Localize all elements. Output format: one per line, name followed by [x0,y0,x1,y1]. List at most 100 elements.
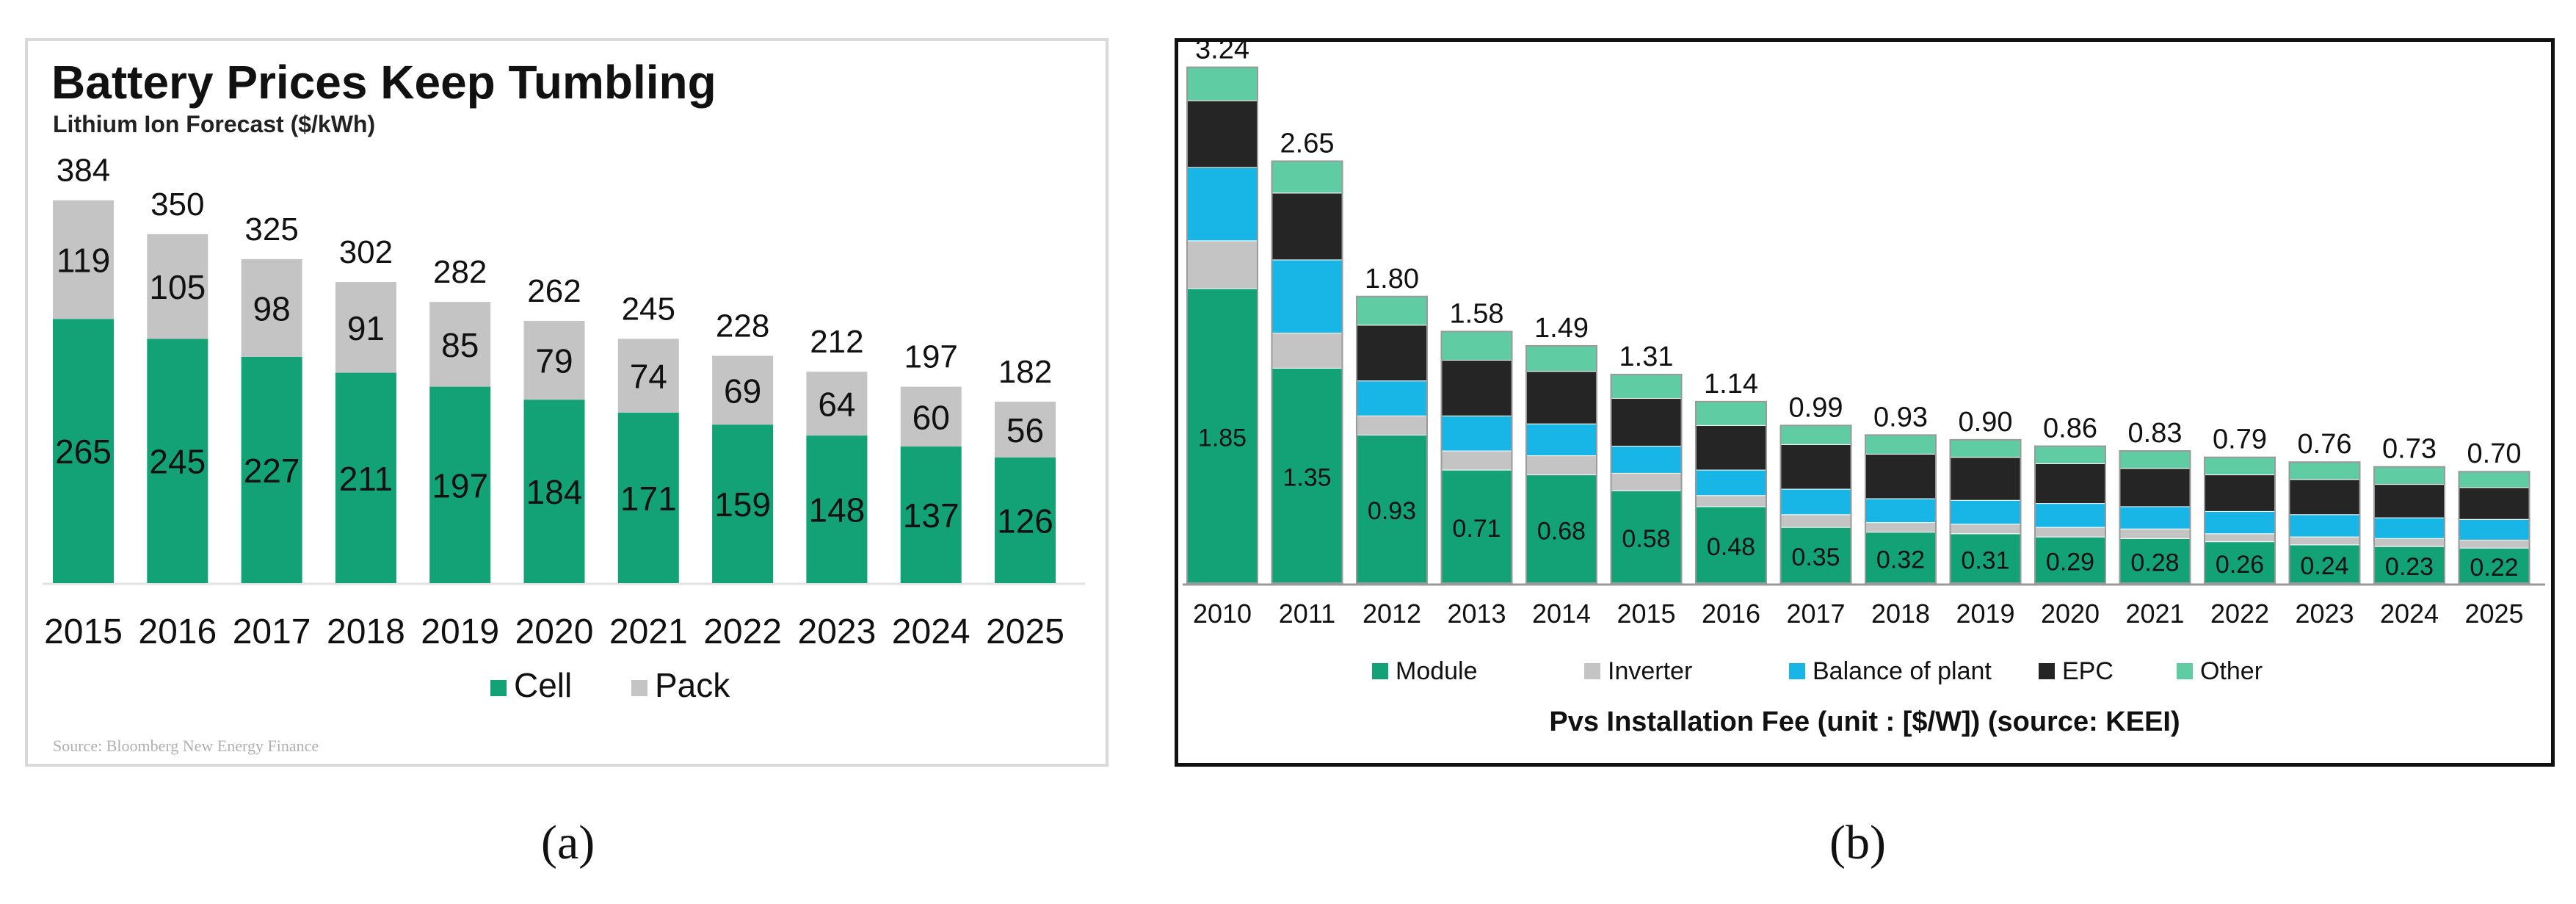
legend-label-inverter: Inverter [1608,657,1692,685]
x-tick-label: 2016 [138,612,217,651]
bar-value-label: 211 [339,460,393,498]
bar-value-label: 265 [55,433,112,471]
x-tick-label: 2020 [515,612,594,651]
bar-total-label: 0.79 [2213,424,2267,455]
bar-cell [523,399,585,583]
bar-segment-module [1441,469,1512,584]
x-tick-label: 2010 [1193,599,1252,629]
x-tick-label: 2023 [798,612,877,651]
bar-pack [617,339,679,413]
bar-outline [1949,438,2022,584]
bar-total-label: 325 [244,211,298,247]
bar-value-label: 105 [149,268,206,306]
x-tick-label: 2016 [1702,599,1760,629]
bar-segment-balance-of-plant [1356,380,1428,416]
bar-cell [617,412,679,583]
bar-value-label: 227 [244,452,300,490]
bar-segment-other [1950,439,2021,458]
bar-pack [147,234,208,339]
bar-segment-balance-of-plant [1186,167,1258,242]
bar-segment-inverter [2204,533,2276,543]
legend-swatch-balance-of-plant [1789,663,1805,679]
bar-segment-balance-of-plant [1695,469,1767,496]
bar-segment-balance-of-plant [1865,498,1937,524]
bar-cell [900,446,962,583]
bar-value-label: 197 [432,466,488,505]
bar-segment-other [1356,296,1428,326]
bar-segment-inverter [2119,528,2191,539]
bar-segment-other [1525,345,1597,372]
legend-label-pack: Pack [655,666,730,704]
bar-segment-epc [1441,359,1512,416]
bar-total-label: 1.49 [1534,313,1589,344]
x-tick-label: 2017 [233,612,311,651]
bar-pack [806,372,868,436]
module-value-label: 0.71 [1452,515,1501,543]
bar-cell [53,319,114,583]
x-tick-label: 2021 [609,612,688,651]
x-tick-label: 2025 [2464,599,2523,629]
bar-total-label: 3.24 [1195,42,1249,65]
module-value-label: 0.28 [2130,549,2179,577]
bar-segment-balance-of-plant [2373,517,2445,539]
bar-segment-epc [2289,479,2360,516]
bar-value-label: 79 [535,342,573,380]
bar-cell [712,424,774,583]
bar-outline [2288,461,2361,584]
bar-cell [335,372,396,583]
bar-segment-inverter [1695,495,1767,507]
bar-segment-other [1611,374,1682,399]
bar-segment-other [1271,160,1343,194]
bar-segment-other [1441,330,1512,361]
bar-outline [2204,456,2276,585]
bar-pack [241,258,302,357]
bar-outline [2119,450,2191,585]
legend-swatch-inverter [1584,663,1600,679]
bar-outline [1271,160,1343,585]
bar-outline [1610,373,1683,584]
bar-segment-inverter [1611,472,1682,491]
bar-segment-inverter [1780,514,1851,528]
bar-total-label: 0.99 [1789,392,1843,423]
bar-value-label: 137 [903,496,959,535]
bar-segment-other [1865,434,1937,455]
bar-segment-epc [2119,468,2191,507]
bar-segment-epc [2204,474,2276,512]
bar-segment-inverter [2289,536,2360,546]
caption-b: (b) [1829,816,1886,869]
bar-value-label: 148 [809,491,866,529]
bar-segment-balance-of-plant [1441,415,1512,452]
bar-pack [53,200,114,319]
bar-segment-balance-of-plant [1780,488,1851,516]
bar-segment-module [2034,536,2106,584]
bar-total-label: 182 [998,354,1052,390]
bar-total-label: 1.14 [1704,369,1758,399]
bar-total-label: 350 [150,187,204,223]
module-value-label: 0.32 [1876,546,1925,574]
bar-total-label: 197 [904,339,957,375]
legend-label-cell: Cell [514,666,572,704]
x-tick-label: 2013 [1447,599,1506,629]
bar-total-label: 302 [339,234,393,270]
bar-segment-inverter [1186,240,1258,289]
bar-segment-balance-of-plant [1525,423,1597,457]
bar-pack [523,320,585,400]
bar-segment-module [1186,288,1258,584]
bar-segment-epc [1525,371,1597,424]
pv-installation-fee-chart: 1.85 3.24 2010 1.35 2.65 2011 0.93 1.80 2012 0.71… [1183,42,2545,737]
bar-segment-inverter [2459,539,2530,549]
bar-segment-epc [1186,100,1258,168]
bar-outline [1865,434,1937,584]
bar-segment-epc [2034,463,2106,505]
bar-pack [712,355,774,425]
bar-segment-balance-of-plant [2459,518,2530,540]
chart-title: Pvs Installation Fee (unit : [$/W]) (sou… [1549,706,2180,737]
module-value-label: 1.35 [1282,464,1331,492]
bar-value-label: 245 [149,443,206,481]
x-tick-label: 2018 [327,612,405,651]
chart-subtitle: Lithium Ion Forecast ($/kWh) [53,111,375,137]
module-value-label: 0.26 [2216,551,2264,579]
bar-segment-module [2204,541,2276,584]
x-tick-label: 2021 [2125,599,2184,629]
bar-segment-other [2373,466,2445,485]
